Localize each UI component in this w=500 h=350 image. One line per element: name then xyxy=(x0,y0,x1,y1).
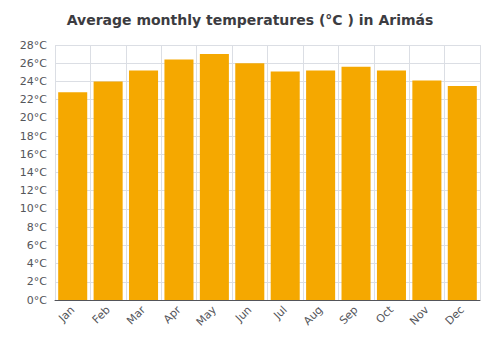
svg-text:Oct: Oct xyxy=(373,303,396,326)
svg-text:Sep: Sep xyxy=(337,303,361,327)
svg-text:Average monthly temperatures (: Average monthly temperatures (°C ) in Ar… xyxy=(67,12,434,28)
svg-text:28°C: 28°C xyxy=(20,39,47,52)
svg-text:14°C: 14°C xyxy=(20,166,47,179)
svg-text:6°C: 6°C xyxy=(27,239,47,252)
svg-text:10°C: 10°C xyxy=(20,202,47,215)
svg-text:20°C: 20°C xyxy=(20,111,47,124)
svg-text:Feb: Feb xyxy=(90,303,113,326)
svg-text:18°C: 18°C xyxy=(20,130,47,143)
svg-text:22°C: 22°C xyxy=(20,93,47,106)
svg-text:2°C: 2°C xyxy=(27,275,47,288)
svg-text:Apr: Apr xyxy=(161,303,184,326)
svg-text:8°C: 8°C xyxy=(27,221,47,234)
svg-text:Mar: Mar xyxy=(124,303,148,327)
svg-text:Aug: Aug xyxy=(301,303,325,327)
svg-text:24°C: 24°C xyxy=(20,75,47,88)
svg-text:Nov: Nov xyxy=(407,303,432,328)
svg-text:Jun: Jun xyxy=(232,303,254,325)
svg-text:12°C: 12°C xyxy=(20,184,47,197)
svg-text:26°C: 26°C xyxy=(20,57,47,70)
svg-text:0°C: 0°C xyxy=(27,294,47,307)
svg-text:16°C: 16°C xyxy=(20,148,47,161)
svg-text:May: May xyxy=(194,303,220,329)
svg-text:4°C: 4°C xyxy=(27,257,47,270)
svg-text:Jan: Jan xyxy=(55,303,77,325)
svg-text:Dec: Dec xyxy=(443,303,467,327)
svg-text:Jul: Jul xyxy=(271,303,290,322)
